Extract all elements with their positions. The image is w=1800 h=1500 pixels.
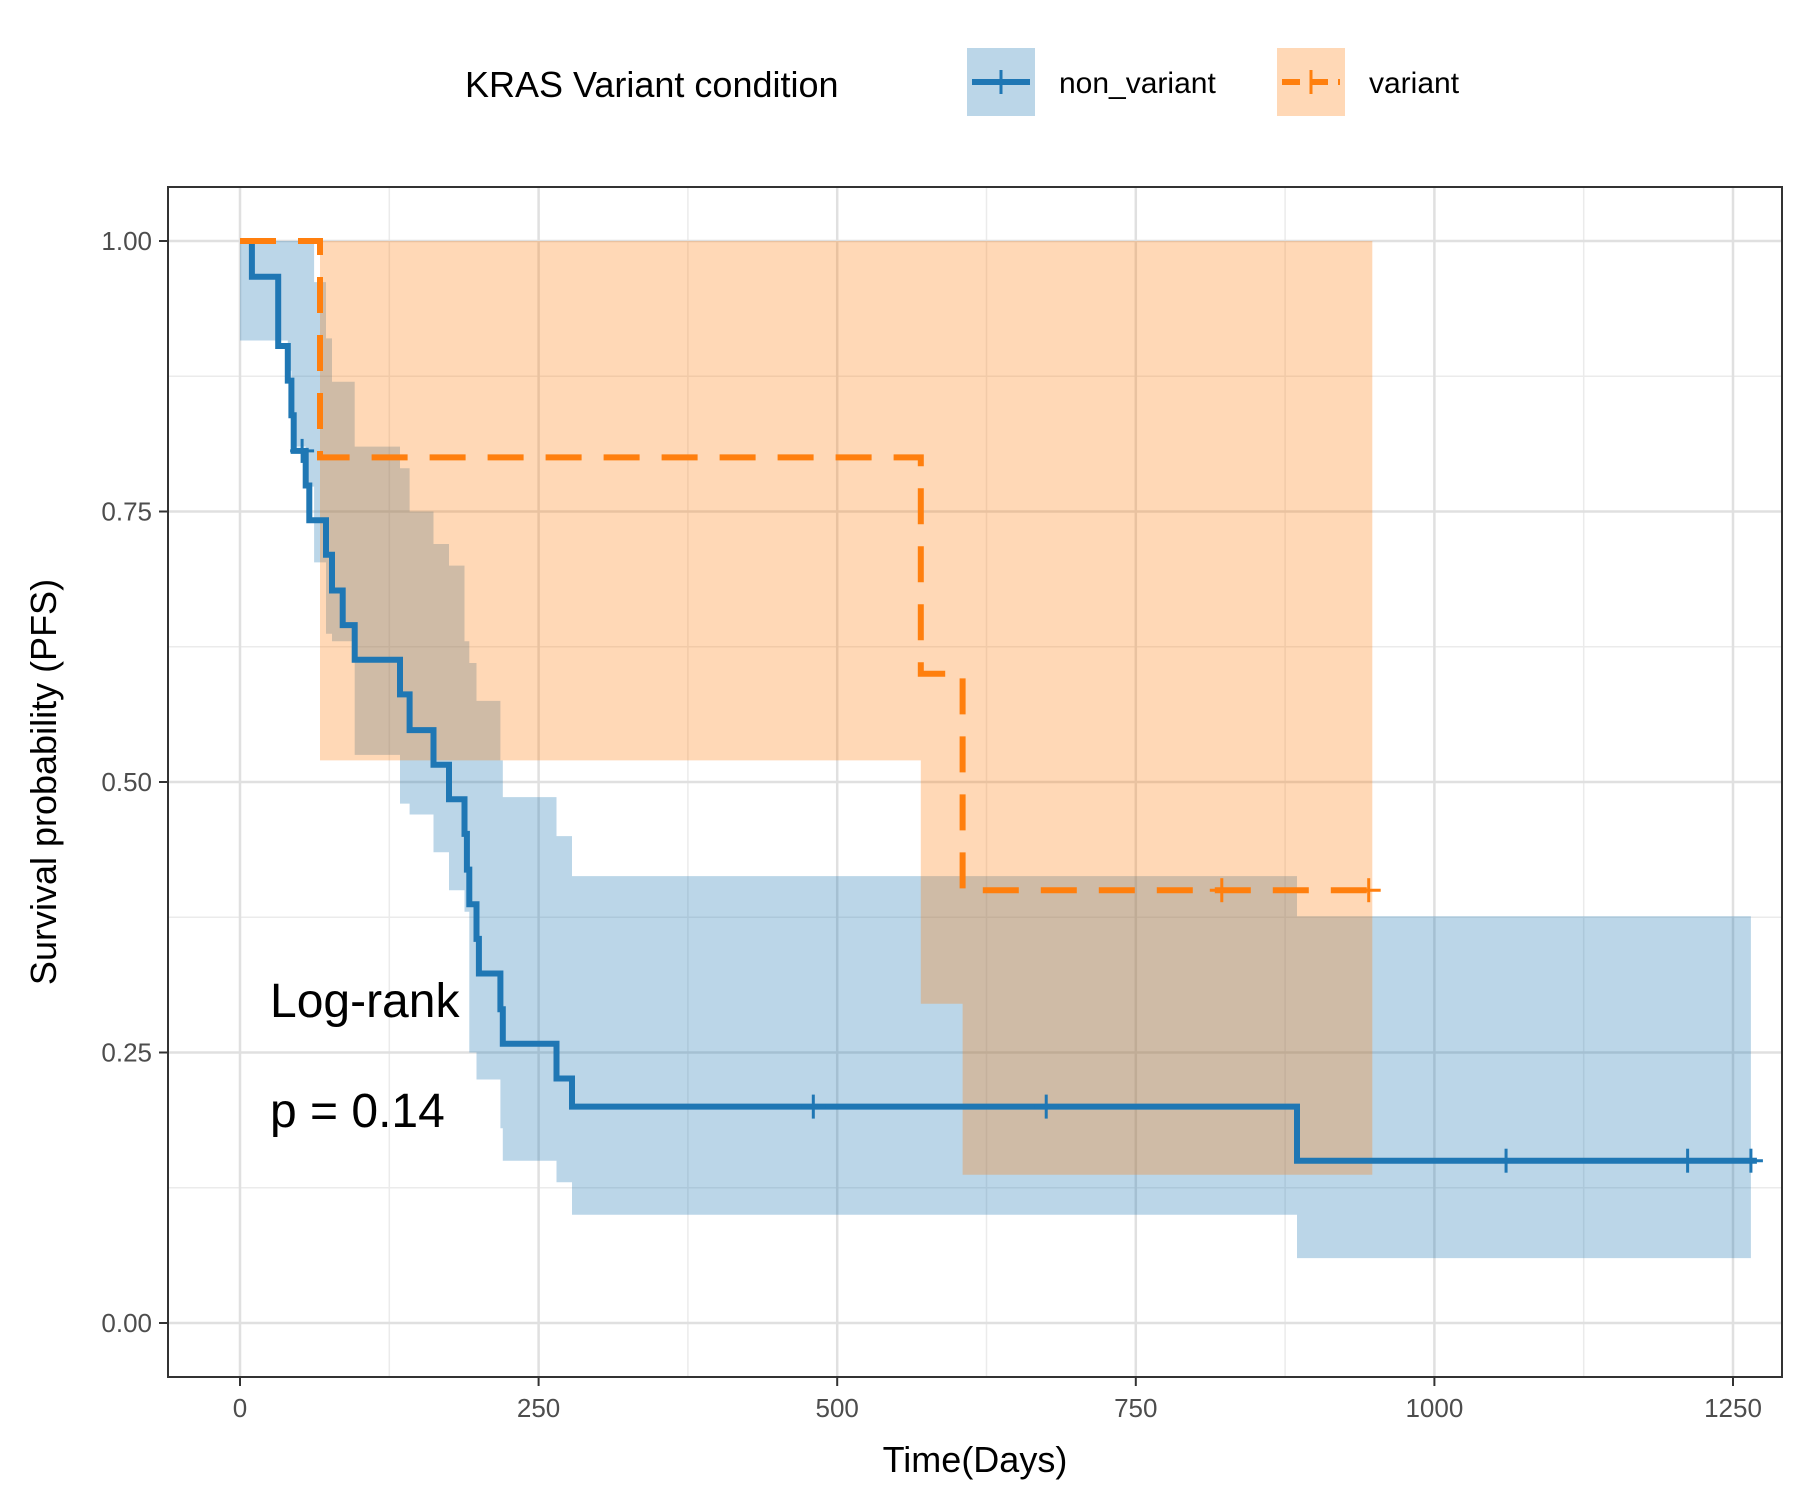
y-tick-label: 0.75 [101,497,152,527]
censor-mark-non-variant [1738,1148,1763,1173]
censor-mark-non-variant [1494,1148,1519,1173]
x-tick-label: 750 [1114,1393,1157,1423]
survival-line-non-variant [240,238,1757,1164]
censor-mark-non-variant [1034,1094,1059,1119]
legend-title: KRAS Variant condition [465,64,839,105]
y-axis-title: Survival probability (PFS) [23,579,64,985]
y-tick-label: 0.25 [101,1038,152,1068]
grid [168,187,1782,1377]
ci-band-non-variant [240,241,1751,1259]
y-tick-label: 1.00 [101,226,152,256]
axes: 0 250 500 750 1000 1250 0.00 0.25 0.50 0.75 1.00 [101,226,1762,1423]
censor-mark-non-variant [801,1094,826,1119]
x-axis-title: Time(Days) [883,1439,1068,1480]
x-tick-label: 1000 [1405,1393,1463,1423]
annotation-p-value: p = 0.14 [270,1085,445,1138]
panel-border [167,186,1783,1378]
legend-label-variant: variant [1369,67,1460,100]
confidence-bands [240,241,1751,1259]
y-tick-label: 0.50 [101,767,152,797]
x-tick-label: 500 [816,1393,859,1423]
x-tick-label: 1250 [1704,1393,1762,1423]
y-tick-label: 0.00 [101,1308,152,1338]
legend-item-non-variant: non_variant [967,48,1216,116]
ci-band-variant [240,241,1373,1175]
x-tick-label: 0 [233,1393,247,1423]
censor-marks [290,438,1763,1173]
censor-mark-variant [1356,878,1381,903]
annotation-log-rank: Log-rank [270,975,460,1028]
legend-item-variant: variant [1277,48,1460,116]
survival-curves [240,238,1757,1164]
legend: KRAS Variant condition non_variant varia… [465,48,1460,116]
survival-line-variant [240,238,1373,894]
censor-mark-variant [1209,878,1234,903]
censor-mark-non-variant [1675,1148,1700,1173]
x-tick-label: 250 [517,1393,560,1423]
censor-mark-non-variant [290,438,315,463]
legend-label-non-variant: non_variant [1059,67,1216,100]
